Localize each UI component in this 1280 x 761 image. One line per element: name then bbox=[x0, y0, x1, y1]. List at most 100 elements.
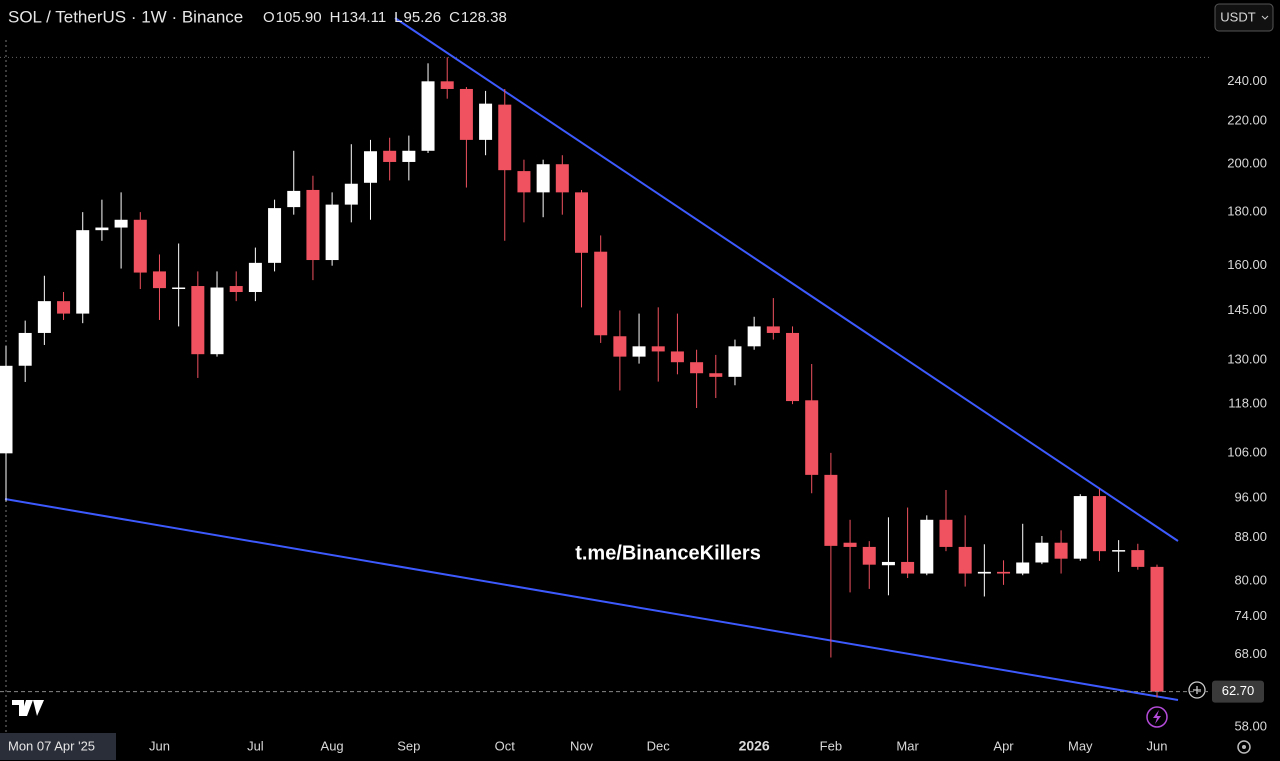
candle-body bbox=[690, 362, 704, 374]
crosshair-date-box bbox=[0, 733, 116, 760]
x-tick-label: Oct bbox=[495, 738, 516, 753]
ohlc-value: 105.90 bbox=[276, 9, 322, 26]
candle-body bbox=[498, 104, 512, 171]
candle-body bbox=[958, 546, 972, 574]
y-tick-label: 96.00 bbox=[1234, 489, 1267, 504]
x-tick-label: Nov bbox=[570, 738, 594, 753]
candle-body bbox=[728, 346, 742, 377]
tv-logo bbox=[12, 700, 44, 716]
y-tick-label: 240.00 bbox=[1227, 73, 1267, 88]
candle-body bbox=[306, 189, 320, 261]
candle-body bbox=[1150, 566, 1164, 692]
gear[interactable] bbox=[1237, 740, 1251, 754]
currency-label[interactable]: USDT bbox=[1220, 9, 1255, 24]
y-tick-label: 200.00 bbox=[1227, 156, 1267, 171]
x-tick-label: Feb bbox=[820, 738, 842, 753]
ohlc-prefix: C bbox=[449, 9, 460, 26]
x-tick-label: Aug bbox=[321, 738, 344, 753]
candle-body bbox=[709, 373, 723, 377]
y-tick-label: 106.00 bbox=[1227, 444, 1267, 459]
x-tick-label: Sep bbox=[397, 738, 420, 753]
candle-body bbox=[1092, 496, 1106, 552]
y-tick-label: 220.00 bbox=[1227, 112, 1267, 127]
ohlc-prefix: H bbox=[330, 9, 341, 26]
candle-body bbox=[1131, 550, 1145, 567]
candle-body bbox=[268, 208, 282, 263]
watermark: t.me/BinanceKillers bbox=[575, 542, 761, 564]
candle-body bbox=[920, 519, 934, 574]
lower-trendline bbox=[4, 498, 1179, 701]
ohlc-prefix: O bbox=[263, 9, 275, 26]
candle-body bbox=[805, 400, 819, 475]
ohlc-value: 128.38 bbox=[461, 9, 507, 26]
candle-body bbox=[191, 286, 205, 355]
last-price-label: 62.70 bbox=[1222, 683, 1255, 698]
alert-icon[interactable] bbox=[1146, 706, 1168, 728]
candle-body bbox=[344, 183, 358, 205]
candle-body bbox=[18, 332, 32, 366]
alert-bolt[interactable] bbox=[1153, 710, 1161, 724]
candle-body bbox=[95, 227, 109, 231]
candle-body bbox=[632, 346, 646, 357]
candle-body bbox=[459, 88, 473, 140]
add-ring[interactable] bbox=[1188, 681, 1206, 699]
last-price-box bbox=[1212, 680, 1264, 703]
ohlc-legend: O 105.90 H 134.11 L 95.26 C 128.38 bbox=[263, 9, 507, 26]
candle-body bbox=[843, 542, 857, 547]
candle-body bbox=[383, 150, 397, 162]
add-plus[interactable] bbox=[1193, 686, 1201, 694]
candle-body bbox=[133, 219, 147, 273]
candle-body bbox=[57, 301, 71, 314]
settings-icon[interactable] bbox=[1237, 740, 1251, 754]
candle-body bbox=[651, 346, 665, 352]
y-tick-label: 160.00 bbox=[1227, 257, 1267, 272]
candle-body bbox=[229, 286, 243, 293]
y-tick-label: 118.00 bbox=[1228, 396, 1267, 411]
candle-body bbox=[1016, 562, 1030, 574]
candle-body bbox=[517, 171, 531, 193]
candle-body bbox=[939, 519, 953, 547]
x-tick-label: 2026 bbox=[739, 738, 770, 754]
symbol-title: SOL / TetherUS · 1W · Binance bbox=[8, 7, 243, 26]
candle-body bbox=[824, 474, 838, 546]
y-tick-label: 68.00 bbox=[1234, 646, 1267, 661]
candle-body bbox=[901, 561, 915, 574]
y-tick-label: 130.00 bbox=[1227, 352, 1267, 367]
candle-body bbox=[248, 262, 262, 293]
candle-body bbox=[536, 164, 550, 193]
y-tick-label: 180.00 bbox=[1227, 204, 1267, 219]
gear-center[interactable] bbox=[1242, 745, 1246, 749]
candle-body bbox=[786, 332, 800, 402]
candle-body bbox=[747, 326, 761, 347]
add-icon[interactable] bbox=[1188, 681, 1206, 699]
candle-body bbox=[862, 546, 876, 565]
candle-body bbox=[287, 190, 301, 208]
candle-body bbox=[421, 81, 435, 151]
candle-body bbox=[997, 571, 1011, 574]
candle-body bbox=[210, 287, 224, 355]
x-tick-label: Dec bbox=[647, 738, 671, 753]
candle-body bbox=[977, 571, 991, 574]
candle-body bbox=[363, 151, 377, 183]
candle-body bbox=[37, 301, 51, 333]
x-tick-label: Mar bbox=[896, 738, 919, 753]
candle-body bbox=[613, 336, 627, 357]
candle-body bbox=[575, 192, 588, 253]
x-tick-label: Jul bbox=[247, 738, 264, 753]
candle-body bbox=[325, 204, 339, 261]
candle-body bbox=[114, 219, 128, 228]
dropdown-arrow bbox=[1261, 15, 1269, 20]
currency-button[interactable] bbox=[1214, 3, 1274, 32]
candle-body bbox=[1073, 496, 1087, 559]
candle-body bbox=[1112, 550, 1126, 552]
alert-ring[interactable] bbox=[1146, 706, 1168, 728]
y-tick-label: 145.00 bbox=[1227, 302, 1267, 317]
y-tick-label: 58.00 bbox=[1234, 719, 1267, 734]
candle-body bbox=[594, 251, 608, 336]
x-tick-label: Jun bbox=[1147, 738, 1168, 753]
candle-body bbox=[172, 287, 186, 290]
candle-body bbox=[1035, 542, 1049, 563]
candle-body bbox=[1054, 542, 1068, 559]
ohlc-value: 95.26 bbox=[404, 9, 442, 26]
